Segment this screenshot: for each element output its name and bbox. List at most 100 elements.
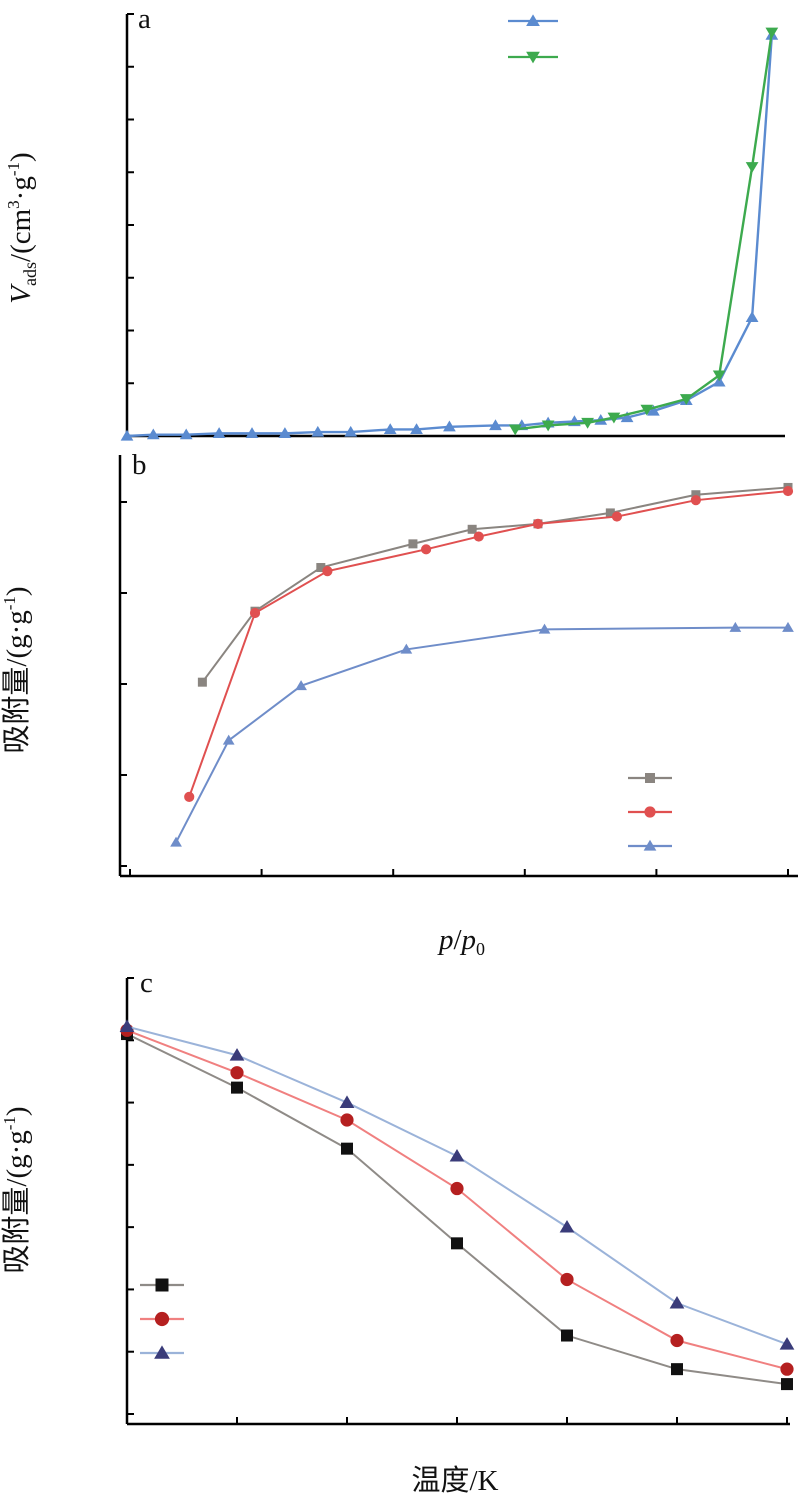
panel-c-legend-marker xyxy=(154,1345,170,1359)
panel-b-series-2-line xyxy=(175,626,788,843)
panel-b-series-1-point xyxy=(473,531,484,542)
panel-b-series-0-point xyxy=(467,524,477,534)
panel-c-series-1-point xyxy=(560,1272,574,1287)
panel-a-series-0-line xyxy=(126,35,774,438)
panel-b-series-0 xyxy=(197,482,793,687)
panel-c-series-0-point xyxy=(781,1378,793,1391)
panel-b-series-1-line xyxy=(188,490,789,798)
panel-a-series-0-point xyxy=(489,419,502,431)
panel-b-series-2-point xyxy=(170,836,182,847)
panel-c-series-2-point xyxy=(669,1295,685,1309)
panel-a-series-0-point xyxy=(278,427,292,438)
panel-b-series-1-point xyxy=(611,511,623,522)
panel-b-series-1 xyxy=(184,485,794,802)
panel-b-isotherms-by-temperature: b 吸附量/(g·g-1) p/p0 xyxy=(0,449,798,959)
panel-a-letter: a xyxy=(138,3,151,35)
panel-c-series-0-point xyxy=(671,1363,683,1376)
panel-a-series-1-line xyxy=(515,32,774,431)
panel-a-series-0-point xyxy=(311,425,325,437)
panel-c-series-0-point xyxy=(341,1142,353,1155)
panel-b-y-axis-title: 吸附量/(g·g-1) xyxy=(0,586,33,753)
panel-c-series-2-point xyxy=(229,1048,245,1061)
panel-a-series-1-point xyxy=(712,370,726,382)
panel-a-series-1-point xyxy=(541,420,555,432)
panel-c-series-0 xyxy=(121,1028,793,1391)
panel-c-series-0-point xyxy=(451,1237,463,1250)
panel-c-series-1-point xyxy=(230,1066,244,1080)
panel-b-series-1-point xyxy=(249,607,261,619)
panel-a-series-1 xyxy=(508,27,779,436)
panel-a-series-0-point xyxy=(212,427,226,438)
panel-b-series-1-point xyxy=(421,544,432,555)
panel-c-y-ticks xyxy=(127,977,134,1415)
panel-c-series-2-point xyxy=(779,1337,795,1350)
panel-b-legend xyxy=(628,773,672,851)
panel-b-series-0-point xyxy=(408,539,418,549)
panel-c-y-axis-title: 吸附量/(g·g-1) xyxy=(0,1106,33,1273)
panel-b-legend-marker xyxy=(643,839,657,851)
panel-b-series-2-point xyxy=(538,623,551,634)
panel-b-legend-marker xyxy=(645,773,655,783)
panel-b-series-1-point xyxy=(322,566,333,577)
panel-a-legend xyxy=(508,14,558,64)
panel-c-series-1 xyxy=(120,1023,794,1376)
panel-b-legend-marker xyxy=(644,806,656,818)
panel-c-series-2-point xyxy=(339,1095,355,1108)
panel-c-x-ticks xyxy=(126,1417,788,1424)
panel-c-series-1-point xyxy=(450,1181,464,1196)
panel-a-series-1-point xyxy=(581,417,594,429)
panel-c-series-2-point xyxy=(559,1219,575,1233)
panel-c-legend-marker xyxy=(155,1278,169,1292)
panel-b-series-2 xyxy=(170,621,794,847)
panel-b-series-1-point xyxy=(184,791,195,802)
panel-a-legend-marker xyxy=(526,14,540,26)
panel-b-series xyxy=(170,482,794,847)
panel-b-y-ticks xyxy=(120,501,127,867)
panel-c-legend-marker xyxy=(154,1311,170,1327)
panel-a-series-0-point xyxy=(443,420,456,432)
panel-a-y-axis-title: Vads/(cm3·g-1) xyxy=(4,152,40,303)
panel-c-series-1-line xyxy=(126,1029,788,1371)
panel-b-letter: b xyxy=(132,449,147,481)
panel-a-series-0-point xyxy=(344,425,358,437)
panel-a-series-1-point xyxy=(508,424,522,436)
panel-a-adsorption-isotherm: a Vads/(cm3·g-1) xyxy=(4,3,785,441)
panel-c-series-2-point xyxy=(449,1148,465,1162)
panel-b-series-2-point xyxy=(400,643,413,654)
panel-b-series-0-line xyxy=(201,486,789,683)
panel-b-x-ticks xyxy=(129,869,789,876)
panel-a-series-1-point xyxy=(765,27,779,39)
panel-b-series-1-point xyxy=(690,495,701,506)
panel-a-series-1-point xyxy=(607,412,621,424)
panel-a-series-0-point xyxy=(712,375,726,387)
panel-c-series-0-line xyxy=(126,1033,788,1386)
panel-a-series-0-point xyxy=(383,423,397,435)
panel-a-series-0 xyxy=(120,28,779,441)
panel-a-series-0-point xyxy=(620,411,634,423)
panel-a-series-0-point xyxy=(120,429,134,441)
panel-c-series-0-point xyxy=(231,1081,243,1094)
panel-c-adsorption-vs-temperature: c 吸附量/(g·g-1) 温度/K xyxy=(0,967,795,1497)
panel-a-series-0-point xyxy=(745,311,759,322)
panel-c-series xyxy=(119,1019,795,1391)
panel-a-series-1-point xyxy=(640,404,654,416)
panel-b-x-axis-title: p/p0 xyxy=(437,924,485,959)
panel-b-series-2-point xyxy=(222,734,235,745)
panel-c-series-2-point xyxy=(119,1019,135,1032)
panel-a-series-1-point xyxy=(745,162,759,173)
panel-a-series-0-point xyxy=(179,428,193,440)
panel-c-letter: c xyxy=(140,967,153,999)
panel-c-series-1-point xyxy=(780,1362,794,1376)
panel-c-series-1-point xyxy=(340,1113,354,1127)
panel-b-series-2-point xyxy=(729,621,742,632)
panel-c-legend xyxy=(140,1278,184,1359)
panel-a-series-0-point xyxy=(146,428,160,440)
panel-b-series-1-point xyxy=(532,518,544,529)
panel-b-series-2-point xyxy=(295,680,307,691)
panel-a-series-0-point xyxy=(410,423,423,435)
panel-c-x-axis-title: 温度/K xyxy=(411,1464,498,1497)
panel-a-series-1-point xyxy=(679,394,693,406)
panel-c-series-1-point xyxy=(670,1333,684,1348)
panel-b-series-2-point xyxy=(782,621,794,632)
